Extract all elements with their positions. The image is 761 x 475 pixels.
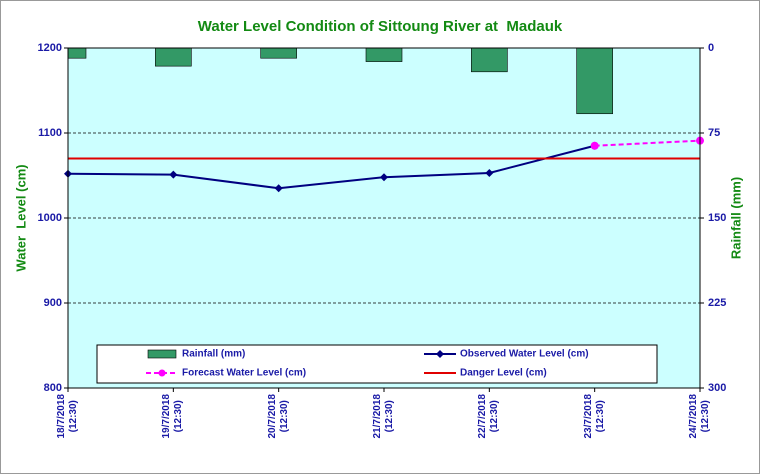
legend-marker	[158, 369, 166, 377]
y2-axis-label: Rainfall (mm)	[728, 177, 743, 259]
marker	[274, 184, 283, 193]
x-tick-label: 22/7/2018 (12:30)	[477, 394, 501, 439]
y-tick-label: 800	[44, 382, 62, 394]
x-tick-label: 20/7/2018 (12:30)	[266, 394, 290, 439]
legend-label: Danger Level (cm)	[460, 368, 547, 379]
legend-box	[96, 344, 658, 384]
x-tick-label: 18/7/2018 (12:30)	[56, 394, 79, 439]
y-tick-label: 1000	[38, 212, 62, 224]
x-tick-label: 19/7/2018 (12:30)	[161, 394, 185, 439]
marker	[380, 173, 388, 182]
marker	[169, 170, 178, 179]
y-tick-label: 1100	[38, 127, 62, 139]
y2-tick-label: 150	[708, 212, 726, 224]
y2-tick-label: 225	[708, 297, 726, 309]
x-tick-label: 21/7/2018 (12:30)	[372, 394, 395, 439]
legend-marker	[436, 350, 444, 358]
y-tick-label: 900	[44, 297, 62, 309]
legend-label: Observed Water Level (cm)	[460, 349, 589, 360]
x-tick-label: 23/7/2018 (12:30)	[582, 394, 606, 439]
marker	[485, 168, 494, 177]
bar	[68, 48, 87, 59]
y2-tick-label: 75	[708, 127, 720, 139]
bar	[471, 48, 508, 73]
bar	[260, 48, 297, 59]
legend-label: Rainfall (mm)	[182, 349, 245, 360]
y-tick-label: 1200	[38, 42, 62, 54]
bar	[365, 48, 403, 62]
y2-tick-label: 0	[708, 42, 714, 54]
plot-border	[67, 47, 701, 389]
line	[594, 139, 701, 147]
x-tick-label: 24/7/2018 (12:30)	[688, 394, 711, 439]
y2-tick-label: 300	[708, 382, 726, 394]
legend-swatch	[147, 349, 177, 359]
bar	[155, 48, 192, 67]
y-axis-label: Water Level (cm)	[13, 164, 28, 271]
bar	[576, 48, 613, 115]
legend-label: Forecast Water Level (cm)	[182, 368, 306, 379]
marker	[590, 141, 599, 150]
line	[67, 144, 595, 190]
chart-title: Water Level Condition of Sittoung River …	[198, 18, 563, 35]
